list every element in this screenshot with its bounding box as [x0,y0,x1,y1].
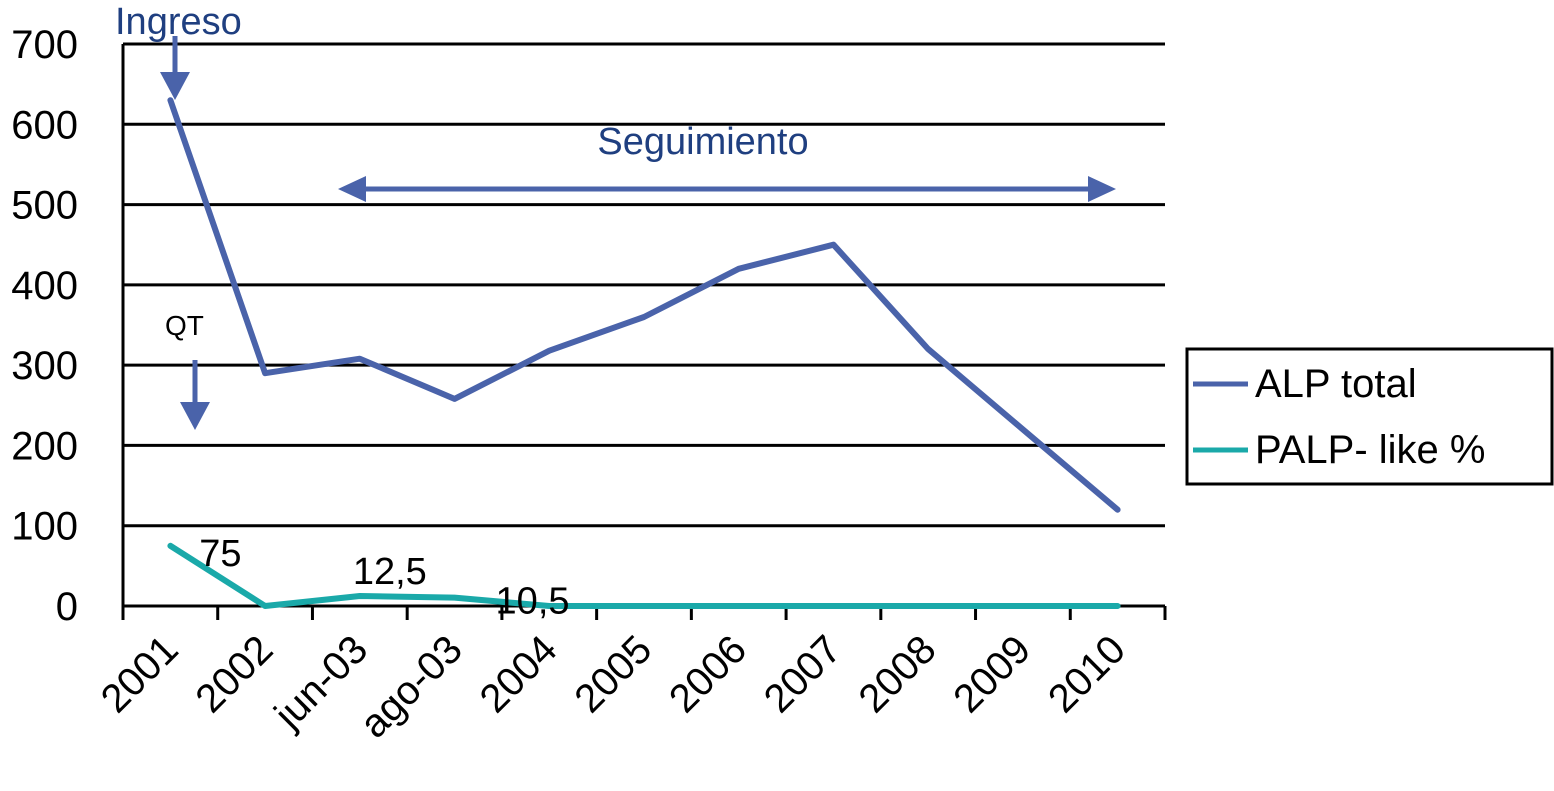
y-tick-label-600: 600 [11,103,78,147]
x-tick-label-2008: 2008 [851,627,945,721]
seguimiento-arrow-head-left [338,176,366,202]
annotation-ingreso: Ingreso [115,1,242,43]
grid-lines [123,42,1165,528]
seguimiento-arrow-head-right [1088,176,1116,202]
x-tick-label-ago-03: ago-03 [352,627,471,746]
data-label-0: 75 [199,533,241,575]
x-tick-label-2009: 2009 [945,627,1039,721]
y-tick-label-400: 400 [11,264,78,308]
data-label-2: 12,5 [353,551,427,593]
y-tick-label-700: 700 [11,23,78,67]
x-tick-label-2007: 2007 [756,627,850,721]
y-tick-label-100: 100 [11,505,78,549]
qt-arrow-head [180,402,210,430]
data-labels: 75 12,5 10,5 [199,533,569,623]
y-tick-label-300: 300 [11,344,78,388]
legend-label-alp-total: ALP total [1255,362,1417,406]
legend: ALP total PALP- like % [1185,347,1554,486]
annotation-seguimiento: Seguimiento [597,121,808,163]
series-line-1 [167,542,1121,609]
series-layer [167,97,1121,609]
data-label-3: 10,5 [496,581,570,623]
x-tick-label-2010: 2010 [1040,627,1134,721]
y-tick-label-500: 500 [11,184,78,228]
legend-label-palp-like: PALP- like % [1255,428,1485,472]
x-tick-label-2005: 2005 [566,627,660,721]
legend-box [1185,347,1554,486]
y-tick-label-200: 200 [11,424,78,468]
ingreso-arrow-head [160,72,190,100]
x-tick-label-2004: 2004 [472,627,566,721]
y-axis: 0 100 200 300 400 500 600 700 [11,23,78,629]
y-tick-label-0: 0 [56,585,78,629]
x-tick-label-2006: 2006 [661,627,755,721]
x-tick-label-2001: 2001 [93,627,187,721]
annotation-qt: QT [165,310,204,341]
